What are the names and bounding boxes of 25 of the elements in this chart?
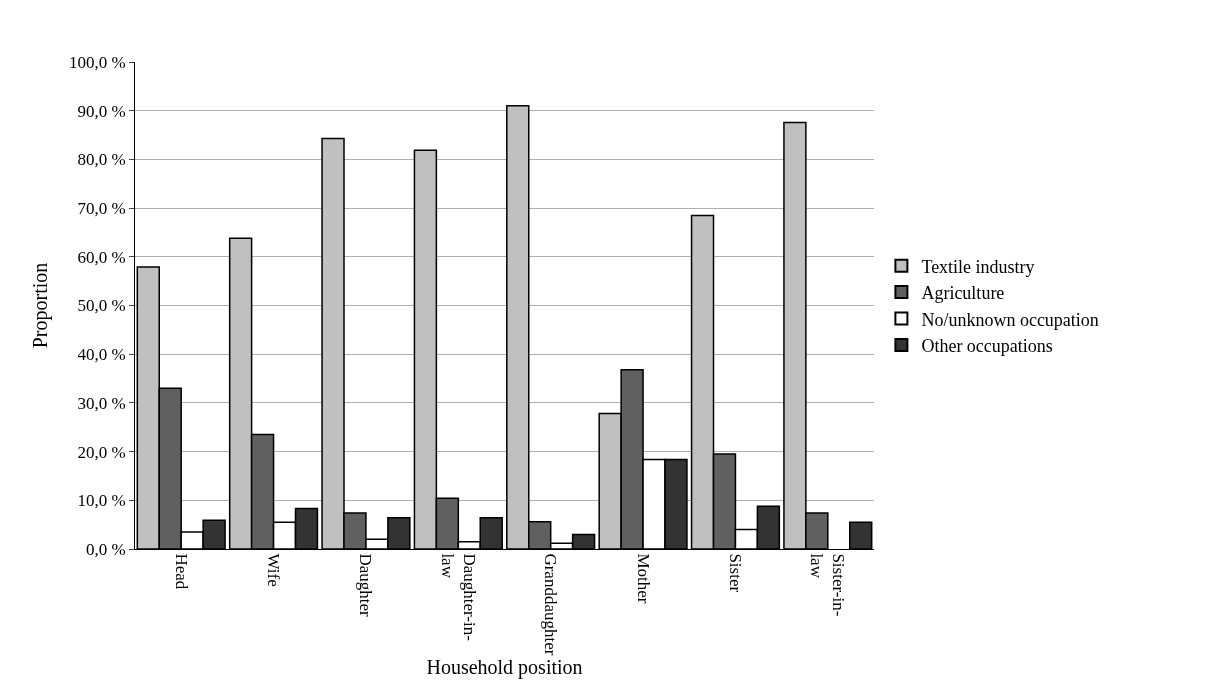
y-axis-title: Proportion: [29, 262, 53, 349]
legend-label: Textile industry: [921, 256, 1035, 277]
x-tick-label: Granddaughter: [541, 553, 561, 656]
y-tick-label: 70,0 %: [77, 199, 126, 219]
x-axis-title: Household position: [426, 655, 583, 679]
x-tick-label: Daughter: [356, 553, 376, 617]
x-tick-label: Sister: [725, 553, 745, 593]
y-tick-label: 10,0 %: [77, 491, 126, 511]
legend-label: Other occupations: [921, 335, 1053, 356]
y-tick-label: 30,0 %: [77, 393, 126, 413]
legend-label: Agriculture: [921, 283, 1005, 304]
x-tick-label: Daughter-in-law: [437, 553, 479, 642]
y-tick-label: 100,0 %: [68, 52, 126, 72]
x-tick-label: Sister-in-law: [807, 553, 849, 617]
y-tick-label: 40,0 %: [77, 345, 126, 365]
x-tick-label: Wife: [264, 553, 284, 587]
legend-label: No/unknown occupation: [921, 309, 1099, 330]
y-tick-label: 0,0 %: [85, 539, 126, 559]
y-tick-label: 60,0 %: [77, 247, 126, 267]
y-tick-label: 50,0 %: [77, 296, 126, 316]
x-tick-label: Mother: [633, 553, 653, 604]
y-tick-label: 20,0 %: [77, 442, 126, 462]
y-tick-label: 80,0 %: [77, 150, 126, 170]
y-tick-label: 90,0 %: [77, 101, 126, 121]
x-tick-label: Head: [171, 553, 191, 590]
